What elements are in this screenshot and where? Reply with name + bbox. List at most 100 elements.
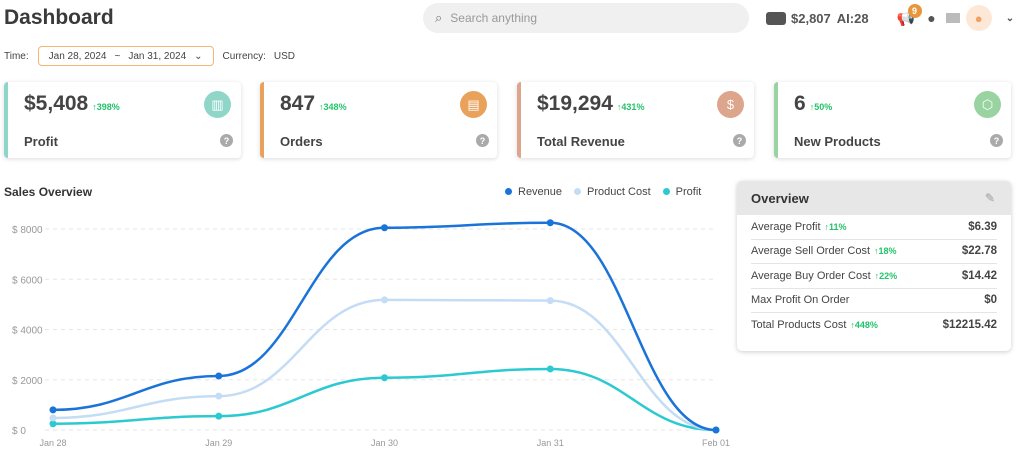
row-change: ↑18% [874, 246, 897, 257]
start-date: Jan 28, 2024 [48, 50, 107, 62]
stat-card-new-products[interactable]: 6 ↑50% ⬡ New Products ? [774, 82, 1011, 158]
currency-label: Currency: [222, 50, 266, 62]
currency-value: USD [273, 50, 296, 62]
range-separator: ~ [114, 50, 121, 62]
series-line-revenue [52, 221, 717, 432]
x-tick-label: Jan 29 [205, 438, 232, 448]
stat-label: Profit [24, 134, 58, 149]
dollar-icon: $ [717, 91, 744, 118]
bar-chart-icon: ▥ [204, 91, 231, 118]
help-icon[interactable]: ? [220, 134, 233, 147]
stat-change: ↑398% [92, 102, 120, 112]
date-range-picker[interactable]: Jan 28, 2024 ~ Jan 31, 2024 ⌄ [37, 46, 214, 66]
row-value: $22.78 [961, 245, 997, 258]
stat-value: 6 [794, 92, 806, 115]
clipboard-icon: ▤ [460, 91, 487, 118]
end-date: Jan 31, 2024 [128, 50, 187, 62]
notification-bell-icon[interactable]: ● [927, 10, 936, 26]
stat-card-profit[interactable]: $5,408 ↑398% ▥ Profit ? [4, 82, 241, 158]
stat-value: $5,408 [24, 92, 89, 115]
overview-title: Overview [751, 190, 809, 206]
row-value: $0 [984, 294, 997, 307]
wallet-icon[interactable] [766, 11, 786, 25]
search-icon: ⌕ [435, 10, 443, 25]
page-title: Dashboard [4, 6, 114, 29]
legend-label: Revenue [518, 186, 563, 198]
stat-change: ↑348% [319, 102, 347, 112]
x-tick-label: Jan 31 [537, 438, 564, 448]
data-point[interactable] [546, 365, 554, 373]
avatar[interactable]: ● [965, 5, 992, 31]
data-point[interactable] [215, 372, 223, 380]
row-change: ↑448% [850, 320, 878, 331]
row-label: Average Profit [751, 220, 821, 233]
stat-change: ↑431% [616, 102, 645, 112]
chevron-down-icon: ⌄ [194, 50, 203, 62]
legend-label: Profit [675, 186, 702, 198]
row-value: $6.39 [968, 220, 997, 233]
box-icon: ⬡ [974, 91, 1001, 118]
legend-item[interactable]: Profit [662, 186, 702, 198]
flag-icon[interactable] [945, 13, 960, 23]
overview-row: Average Profit ↑11% $6.39 [751, 215, 997, 240]
stat-card-total-revenue[interactable]: $19,294 ↑431% $ Total Revenue ? [517, 82, 754, 158]
legend-item[interactable]: Product Cost [574, 186, 651, 198]
data-point[interactable] [215, 392, 223, 400]
ai-credits: AI:28 [836, 10, 869, 26]
chart-legend: Revenue Product Cost Profit [505, 186, 701, 198]
row-value: $14.42 [961, 269, 997, 282]
overview-panel: Overview ✎ Average Profit ↑11% $6.39 Average… [737, 181, 1011, 351]
stat-value: $19,294 [537, 92, 613, 115]
data-point[interactable] [49, 420, 57, 428]
row-label: Total Products Cost [751, 319, 847, 332]
legend-label: Product Cost [587, 186, 651, 198]
y-tick-label: $ 0 [12, 426, 26, 437]
data-point[interactable] [215, 412, 223, 420]
row-change: ↑22% [874, 270, 898, 281]
data-point[interactable] [546, 297, 554, 305]
overview-row: Average Sell Order Cost ↑18% $22.78 [751, 240, 997, 264]
help-icon[interactable]: ? [733, 134, 746, 147]
sales-chart: $ 0 $ 2000 $ 4000 $ 6000 $ 8000 Jan 28 Jan 29 J… [12, 219, 730, 448]
notification-badge: 9 [907, 4, 922, 18]
stat-label: Total Revenue [537, 134, 625, 149]
y-tick-label: $ 6000 [12, 275, 43, 286]
overview-row: Max Profit On Order $0 [751, 289, 997, 313]
stat-label: Orders [280, 134, 323, 149]
help-icon[interactable]: ? [476, 134, 489, 147]
search-input[interactable]: ⌕ Search anything [423, 3, 749, 33]
y-tick-label: $ 8000 [12, 225, 43, 236]
data-point[interactable] [381, 224, 388, 232]
data-point[interactable] [381, 374, 388, 382]
row-change: ↑11% [824, 221, 847, 232]
row-label: Max Profit On Order [751, 294, 850, 307]
x-tick-label: Jan 28 [39, 438, 66, 448]
data-point[interactable] [712, 426, 720, 434]
overview-row: Total Products Cost ↑448% $12215.42 [751, 313, 997, 338]
data-point[interactable] [49, 414, 57, 422]
x-tick-label: Feb 01 [702, 438, 730, 448]
series-line-product-cost [52, 298, 717, 432]
data-point[interactable] [381, 296, 388, 304]
row-label: Average Sell Order Cost [751, 245, 871, 258]
overview-row: Average Buy Order Cost ↑22% $14.42 [751, 264, 997, 289]
section-title: Sales Overview [4, 185, 93, 199]
balance: $2,807 [791, 10, 831, 26]
stat-change: ↑50% [809, 102, 833, 112]
data-point[interactable] [49, 406, 57, 414]
stat-label: New Products [794, 134, 881, 149]
edit-icon[interactable]: ✎ [984, 191, 995, 205]
data-point[interactable] [546, 219, 554, 227]
time-label: Time: [4, 50, 29, 62]
stat-value: 847 [280, 92, 316, 115]
chevron-down-icon[interactable]: ⌄ [1005, 12, 1015, 24]
legend-item[interactable]: Revenue [505, 186, 562, 198]
y-tick-label: $ 4000 [12, 326, 43, 337]
x-tick-label: Jan 30 [371, 438, 398, 448]
y-tick-label: $ 2000 [12, 376, 43, 387]
announcement-button[interactable]: 📢 9 [897, 4, 922, 27]
row-value: $12215.42 [942, 319, 997, 332]
row-label: Average Buy Order Cost [751, 269, 871, 282]
help-icon[interactable]: ? [990, 134, 1003, 147]
stat-card-orders[interactable]: 847 ↑348% ▤ Orders ? [260, 82, 497, 158]
